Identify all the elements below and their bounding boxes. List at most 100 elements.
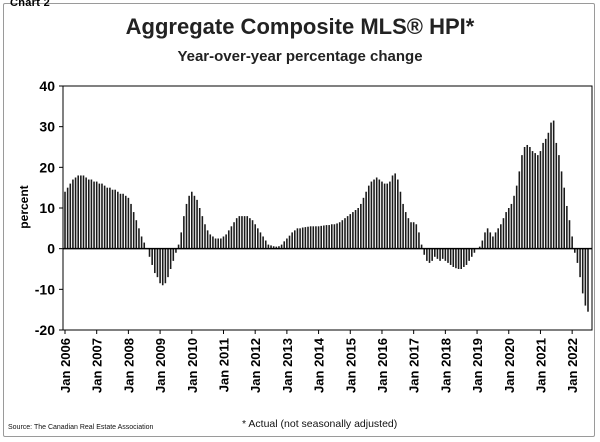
bar bbox=[576, 248, 579, 263]
bar bbox=[262, 236, 264, 249]
bar bbox=[196, 199, 198, 249]
bar bbox=[317, 226, 320, 249]
bar bbox=[571, 236, 573, 249]
bar bbox=[320, 225, 322, 249]
bar bbox=[294, 230, 296, 249]
bar bbox=[344, 218, 346, 249]
bar bbox=[531, 151, 534, 249]
bar bbox=[77, 175, 79, 249]
bar bbox=[391, 175, 394, 249]
bar bbox=[436, 248, 439, 259]
bar bbox=[312, 226, 315, 249]
bar bbox=[159, 248, 161, 284]
bar bbox=[180, 232, 183, 249]
bar bbox=[135, 220, 138, 249]
bar bbox=[275, 246, 278, 249]
bar bbox=[238, 216, 241, 249]
bar bbox=[410, 222, 412, 249]
plot-border bbox=[62, 85, 593, 331]
bar bbox=[473, 248, 476, 253]
bar bbox=[246, 216, 249, 249]
bar bbox=[106, 187, 109, 249]
chart-frame: Chart 2 bbox=[3, 0, 595, 437]
x-tick-label: Jan 2008 bbox=[121, 338, 136, 393]
bar bbox=[259, 232, 262, 249]
bar bbox=[489, 232, 492, 249]
bar bbox=[563, 187, 566, 249]
bar bbox=[407, 218, 410, 249]
bar bbox=[515, 185, 518, 249]
bar bbox=[251, 220, 254, 249]
y-tick-label: -20 bbox=[35, 322, 55, 338]
bar bbox=[87, 179, 90, 249]
bar bbox=[323, 225, 325, 249]
x-tick-label: Jan 2010 bbox=[185, 338, 200, 393]
bar bbox=[90, 179, 93, 249]
bar bbox=[507, 208, 510, 249]
y-tick-label: 0 bbox=[47, 241, 55, 257]
bar bbox=[72, 179, 74, 249]
bar bbox=[486, 228, 489, 249]
bar bbox=[127, 197, 130, 249]
bar bbox=[460, 248, 462, 269]
bar bbox=[296, 228, 299, 249]
bar bbox=[568, 220, 571, 249]
x-tick-label: Jan 2018 bbox=[438, 338, 453, 393]
bar bbox=[201, 216, 204, 249]
bar bbox=[418, 232, 420, 249]
x-tick-label: Jan 2014 bbox=[312, 337, 327, 393]
bar bbox=[349, 214, 352, 249]
bar bbox=[267, 244, 270, 249]
bar bbox=[280, 244, 283, 249]
bar bbox=[204, 224, 206, 249]
bar bbox=[227, 230, 230, 249]
bar bbox=[156, 248, 159, 278]
bar bbox=[518, 171, 521, 249]
bar bbox=[330, 224, 333, 249]
bar bbox=[526, 144, 529, 249]
bar bbox=[161, 248, 164, 286]
bar bbox=[154, 248, 156, 274]
bar bbox=[420, 244, 423, 249]
bar bbox=[500, 224, 502, 249]
bar bbox=[230, 226, 233, 249]
bar bbox=[394, 173, 396, 249]
bar bbox=[502, 218, 505, 249]
bar bbox=[111, 189, 114, 249]
bar bbox=[386, 183, 389, 249]
y-tick-label: 30 bbox=[39, 119, 55, 135]
bar bbox=[434, 248, 436, 257]
bar bbox=[175, 248, 177, 253]
x-tick-label: Jan 2013 bbox=[280, 338, 295, 393]
bar bbox=[468, 248, 470, 261]
bar bbox=[222, 236, 225, 249]
bar bbox=[309, 226, 312, 249]
x-tick-label: Jan 2022 bbox=[565, 338, 580, 393]
bar bbox=[447, 248, 449, 263]
bar bbox=[338, 222, 341, 249]
bar bbox=[465, 248, 468, 265]
bar bbox=[497, 228, 499, 249]
bar bbox=[80, 175, 82, 249]
bar bbox=[523, 147, 526, 249]
bar bbox=[69, 183, 72, 249]
bar bbox=[547, 132, 550, 249]
bar bbox=[505, 212, 507, 249]
bar bbox=[122, 193, 124, 249]
bar bbox=[243, 216, 246, 249]
bar bbox=[124, 195, 127, 249]
bar bbox=[370, 181, 373, 249]
bar bbox=[198, 208, 201, 249]
bar bbox=[143, 242, 146, 249]
bar bbox=[381, 181, 383, 249]
bar bbox=[336, 223, 338, 249]
bar bbox=[206, 230, 209, 249]
bar bbox=[494, 232, 497, 249]
bar bbox=[109, 187, 111, 249]
x-tick-label: Jan 2021 bbox=[534, 338, 549, 393]
bar bbox=[130, 203, 132, 249]
bar bbox=[188, 195, 190, 249]
bar bbox=[138, 228, 140, 249]
y-tick-label: 40 bbox=[39, 78, 55, 94]
